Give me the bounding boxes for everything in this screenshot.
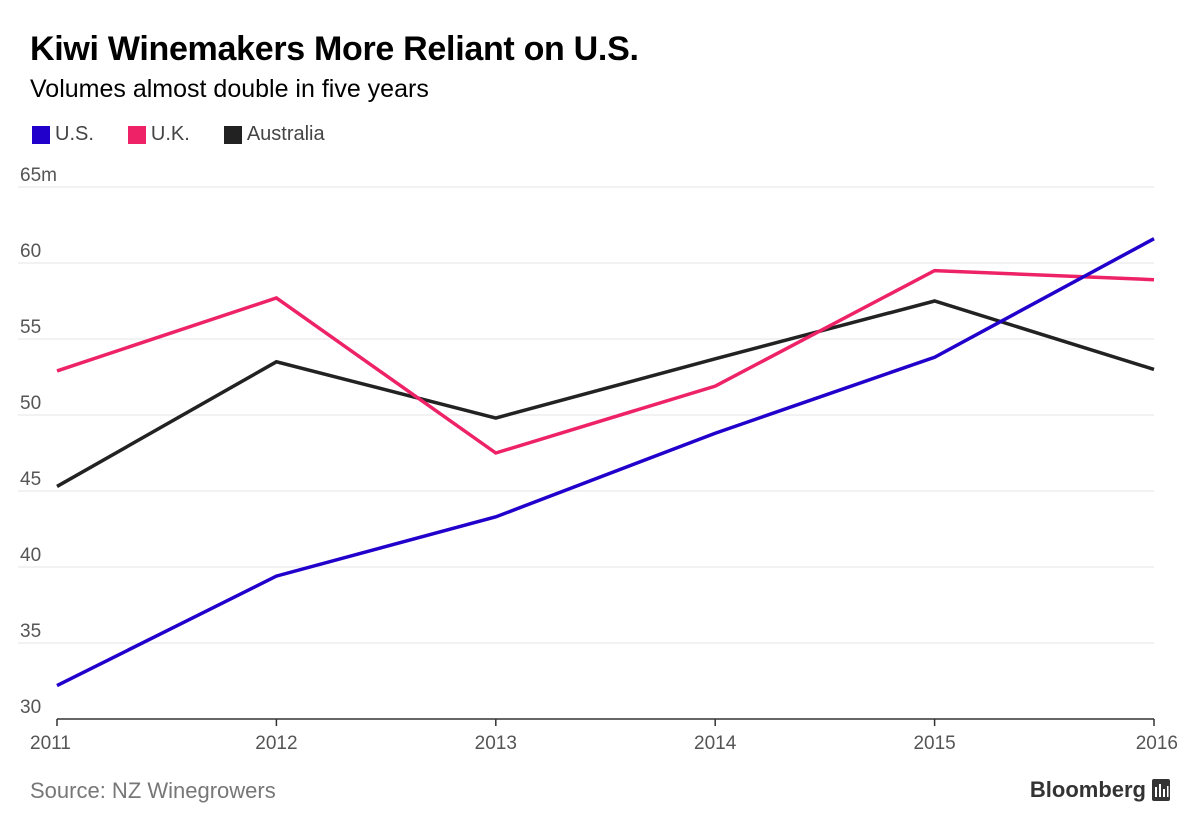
legend-label-uk: U.K. [150, 123, 190, 145]
legend-swatch-australia [223, 125, 242, 144]
series-line-uk [56, 268, 1155, 455]
y-tick-label: 65m [20, 165, 57, 186]
y-tick-label: 45 [20, 469, 41, 490]
x-tick-label: 2013 [475, 733, 517, 754]
y-tick-label: 40 [20, 545, 41, 566]
chart-subtitle: Volumes almost double in five years [30, 75, 429, 103]
legend-label-us: U.S. [55, 123, 94, 145]
legend-label-australia: Australia [246, 123, 325, 145]
legend-item-australia: Australia [223, 123, 325, 146]
y-tick-label: 35 [20, 621, 41, 642]
bloomberg-terminal-icon [1152, 779, 1170, 801]
x-tick-label: 2016 [1136, 733, 1178, 754]
x-tick-label: 2014 [694, 733, 737, 754]
y-tick-label: 30 [20, 697, 41, 718]
brand-name: Bloomberg [1029, 777, 1146, 802]
y-tick-label: 55 [20, 317, 41, 338]
legend-swatch-uk [127, 125, 146, 144]
series-line-australia [56, 299, 1155, 488]
legend: U.S. U.K. Australia [32, 123, 359, 146]
y-tick-label: 50 [20, 393, 41, 414]
legend-item-uk: U.K. [127, 123, 190, 146]
chart-title: Kiwi Winemakers More Reliant on U.S. [30, 30, 639, 68]
legend-swatch-us [32, 125, 50, 144]
source-note: Source: NZ Winegrowers [30, 778, 276, 803]
brand-logo: Bloomberg [1030, 777, 1170, 803]
x-tick-label: 2011 [30, 733, 71, 754]
x-tick-label: 2015 [913, 733, 955, 754]
y-tick-label: 60 [20, 241, 41, 262]
legend-item-us: U.S. [32, 123, 94, 146]
series-line-us [56, 237, 1155, 688]
x-tick-label: 2012 [255, 733, 297, 754]
